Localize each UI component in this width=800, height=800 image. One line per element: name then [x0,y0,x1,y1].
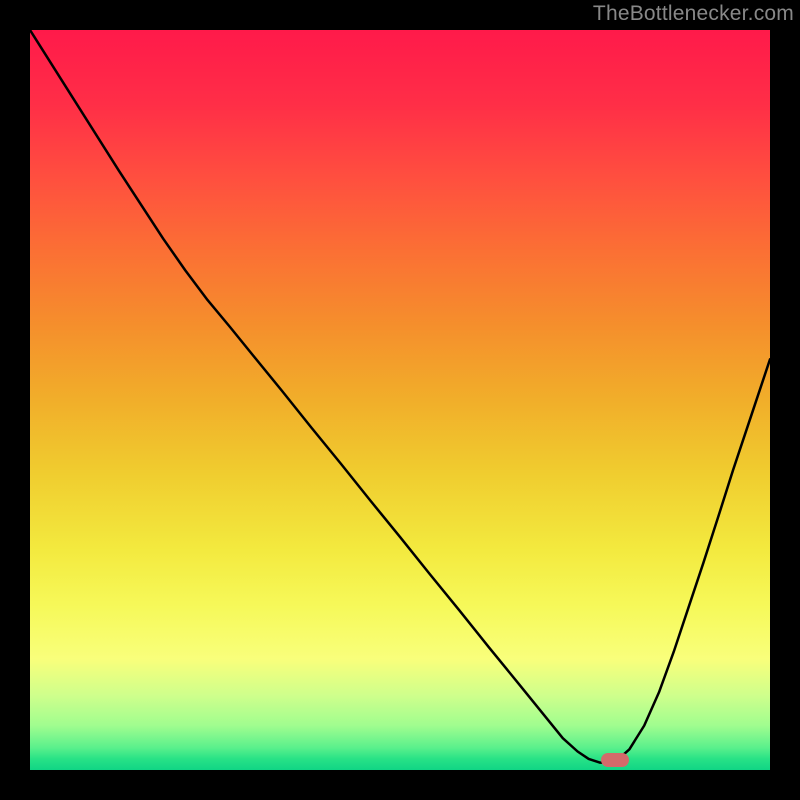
watermark-text: TheBottlenecker.com [593,2,794,26]
plot-area [30,30,770,770]
bottleneck-curve [30,30,770,770]
optimal-marker [601,753,629,767]
